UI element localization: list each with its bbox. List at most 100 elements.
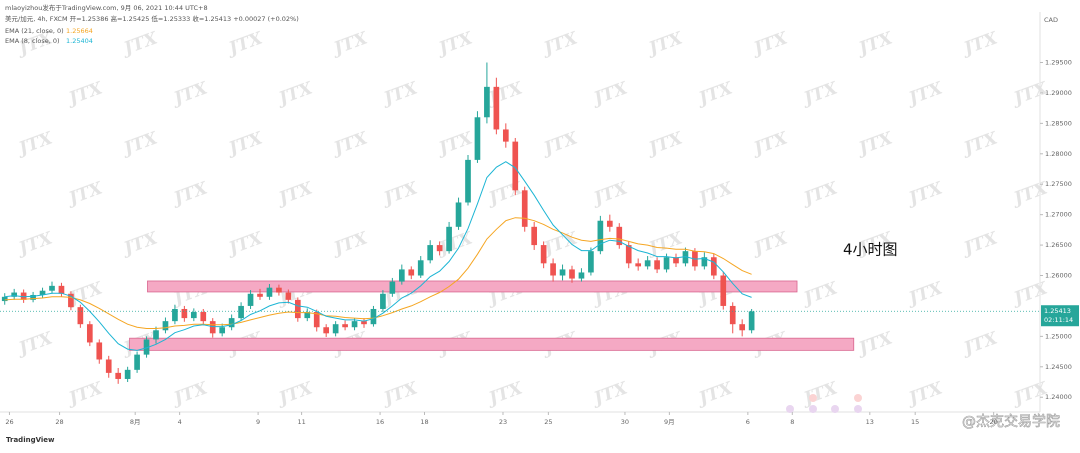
x-tick-label: 25 (544, 418, 552, 426)
candle-body (635, 263, 642, 267)
x-tick-label: 8 (790, 418, 794, 426)
plot-area (0, 62, 1040, 384)
annotation: 4小时图 (843, 241, 898, 259)
candle-body (134, 354, 140, 370)
candle-body (200, 312, 207, 322)
candle-body (1, 296, 8, 302)
candle-body (550, 263, 556, 276)
header-line: mlaoyizhou发布于TradingView.com, 9月 06, 202… (5, 3, 208, 12)
candle-body (578, 272, 585, 279)
x-tick-label: 4 (178, 418, 182, 426)
event-icon (809, 405, 817, 413)
candle-body (502, 129, 509, 142)
x-tick-label: 30 (621, 418, 629, 426)
candle-body (238, 305, 244, 319)
candle-body (625, 245, 632, 264)
candle-body (370, 308, 377, 325)
event-icons (786, 394, 862, 413)
x-tick-label: 9 (256, 418, 260, 426)
candle-body (436, 245, 443, 252)
candle-body (748, 311, 755, 331)
legend-name: EMA (21, close, 0) (5, 27, 64, 35)
candle-body (682, 251, 689, 264)
candle-body (673, 257, 679, 264)
zone (147, 280, 798, 293)
x-tick-label: 9月 (664, 418, 675, 426)
candle-body (219, 327, 226, 334)
candle-body (739, 324, 746, 331)
x-tick-label: 16 (376, 418, 384, 426)
candle-body (654, 260, 660, 270)
candle-body (465, 159, 471, 203)
candle-body (124, 369, 131, 379)
candle-body (398, 269, 405, 282)
axis-unit: CAD (1044, 16, 1058, 24)
candle-body (663, 257, 670, 270)
last-price-label: 1.25413 (1044, 307, 1071, 315)
candle-body (323, 327, 330, 334)
candle-body (285, 292, 292, 300)
event-icon (854, 394, 862, 402)
candle-body (266, 287, 273, 297)
x-tick-label: 20 (990, 418, 998, 426)
candle-body (162, 321, 169, 331)
candle-body (86, 324, 93, 343)
candle-body (512, 141, 519, 191)
candle-body (77, 307, 84, 325)
candle-body (521, 190, 528, 227)
event-icon (809, 394, 817, 402)
candle-body (257, 293, 263, 297)
candle-body (115, 372, 122, 379)
candle-body (209, 321, 216, 334)
candle-body (181, 308, 188, 319)
credit: @杰克交易学院 (962, 413, 1060, 430)
candle-body (540, 245, 547, 264)
x-tick-label: 26 (5, 418, 13, 426)
x-tick-label: 15 (911, 418, 919, 426)
zone (129, 337, 855, 351)
legend-value: 1.25404 (66, 37, 93, 45)
candle-body (342, 324, 348, 328)
y-tick-label: 1.28000 (1045, 150, 1072, 158)
y-tick-label: 1.27500 (1045, 180, 1072, 188)
header-line: 美元/加元, 4h, FXCM 开=1.25386 高=1.25425 低=1.… (5, 14, 299, 23)
y-tick-label: 1.28500 (1045, 119, 1072, 127)
event-icon (831, 405, 839, 413)
legend-name: EMA (8, close, 0) (5, 37, 60, 45)
y-tick-label: 1.25000 (1045, 332, 1072, 340)
candle-body (417, 260, 424, 276)
candle-body (105, 359, 112, 373)
candle-body (304, 312, 311, 319)
candle-body (408, 269, 415, 276)
candle-body (247, 293, 254, 306)
branding: TradingView (6, 436, 55, 444)
candle-body (228, 318, 235, 328)
candle-body (332, 324, 339, 334)
event-icon (854, 405, 862, 413)
x-tick-label: 11 (297, 418, 305, 426)
candle-body (597, 220, 604, 252)
y-tick-label: 1.24500 (1045, 363, 1072, 371)
y-tick-label: 1.24000 (1045, 393, 1072, 401)
ema-line (4, 217, 752, 329)
x-tick-label: 18 (420, 418, 428, 426)
candle-body (588, 251, 594, 273)
candle-body (389, 281, 396, 294)
y-tick-label: 1.26500 (1045, 241, 1072, 249)
candle-body (644, 260, 651, 267)
candle-body (701, 257, 708, 267)
candle-body (710, 257, 717, 276)
candle-body (427, 245, 434, 261)
candle-body (616, 226, 623, 246)
legend-value: 1.25664 (66, 27, 93, 35)
candle-body (190, 312, 197, 319)
candle-body (474, 117, 481, 160)
candle-body (484, 86, 490, 118)
candle-body (294, 299, 301, 319)
candle-body (455, 202, 462, 227)
candle-body (58, 285, 65, 294)
ema-line (4, 161, 752, 351)
candle-body (39, 290, 46, 295)
candle-body (313, 312, 320, 328)
candle-body (531, 226, 538, 246)
